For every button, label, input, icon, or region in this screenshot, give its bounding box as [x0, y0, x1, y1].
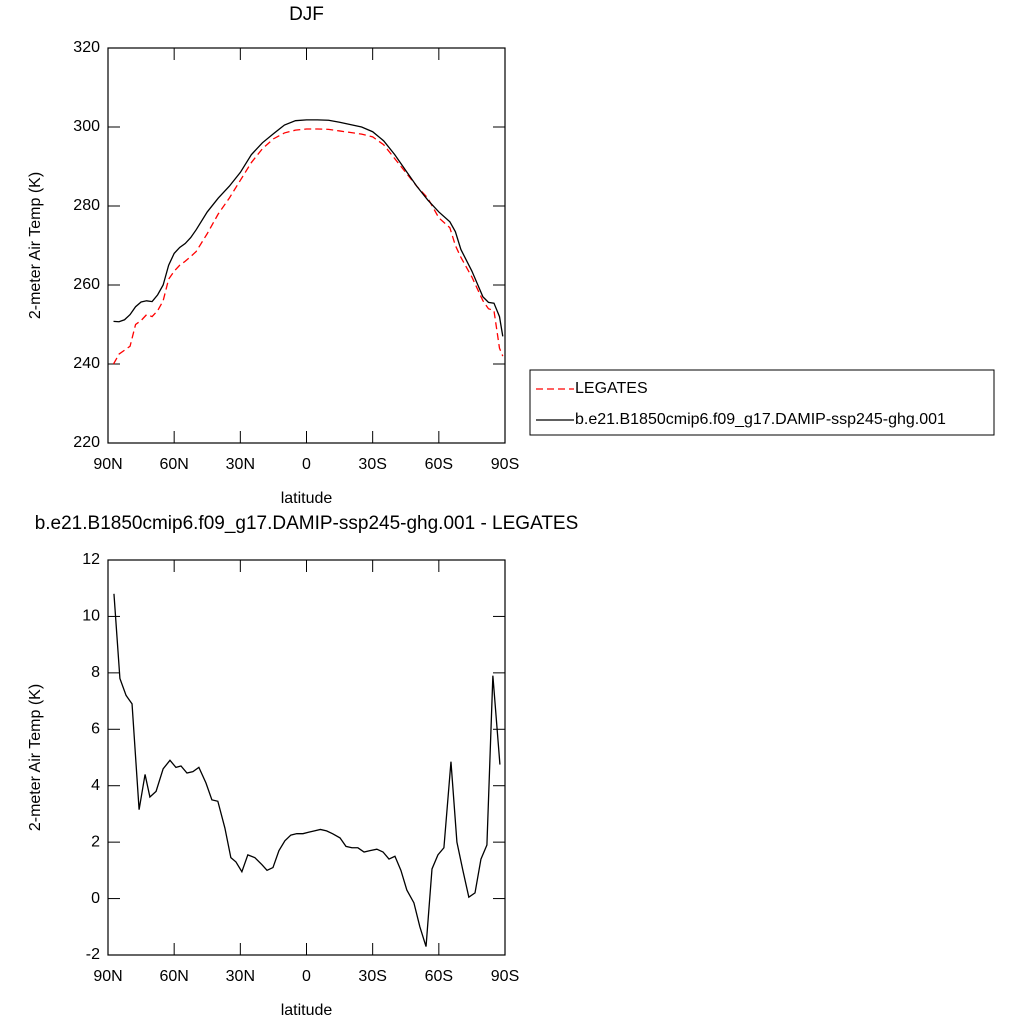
x-tick-label: 90N — [93, 456, 122, 473]
legend-label: b.e21.B1850cmip6.f09_g17.DAMIP-ssp245-gh… — [575, 411, 946, 428]
plot-frame — [107, 559, 506, 956]
y-tick-label: 320 — [73, 39, 100, 56]
x-tick-label: 0 — [302, 968, 311, 985]
x-tick-label: 90S — [491, 968, 519, 985]
y-tick-label: -2 — [86, 946, 100, 963]
y-tick-label: 0 — [91, 890, 100, 907]
legend-label: LEGATES — [575, 380, 648, 397]
plot-frame — [107, 47, 506, 444]
x-tick-label: 30S — [358, 456, 386, 473]
x-axis-label: latitude — [281, 1002, 333, 1019]
data-line — [112, 128, 504, 365]
x-tick-label: 0 — [302, 456, 311, 473]
data-line — [113, 593, 501, 947]
chart-title: DJF — [289, 4, 324, 25]
data-line — [113, 119, 504, 337]
y-tick-label: 4 — [91, 777, 100, 794]
chart-title: b.e21.B1850cmip6.f09_g17.DAMIP-ssp245-gh… — [35, 513, 579, 534]
legend-box — [529, 369, 995, 436]
y-axis-label: 2-meter Air Temp (K) — [27, 684, 44, 831]
y-axis-label: 2-meter Air Temp (K) — [27, 172, 44, 319]
x-tick-label: 60N — [159, 456, 188, 473]
y-tick-label: 300 — [73, 118, 100, 135]
x-tick-label: 30S — [358, 968, 386, 985]
y-tick-label: 6 — [91, 721, 100, 738]
y-tick-label: 260 — [73, 276, 100, 293]
y-tick-label: 12 — [82, 551, 100, 568]
y-tick-label: 2 — [91, 833, 100, 850]
x-tick-label: 60S — [425, 456, 453, 473]
y-tick-label: 240 — [73, 355, 100, 372]
y-tick-label: 8 — [91, 664, 100, 681]
y-tick-label: 10 — [82, 608, 100, 625]
x-tick-label: 90S — [491, 456, 519, 473]
y-tick-label: 220 — [73, 434, 100, 451]
y-tick-label: 280 — [73, 197, 100, 214]
x-tick-label: 30N — [226, 968, 255, 985]
x-tick-label: 60S — [425, 968, 453, 985]
x-axis-label: latitude — [281, 490, 333, 507]
x-tick-label: 90N — [93, 968, 122, 985]
x-tick-label: 30N — [226, 456, 255, 473]
x-tick-label: 60N — [159, 968, 188, 985]
